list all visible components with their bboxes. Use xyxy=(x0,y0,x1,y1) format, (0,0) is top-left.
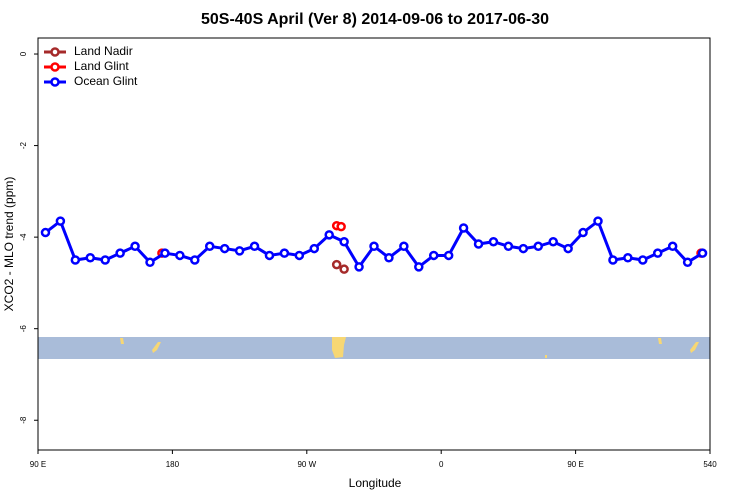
y-tick-label: -4 xyxy=(19,233,28,241)
x-tick-label: 90 E xyxy=(567,460,583,469)
data-point xyxy=(70,255,81,265)
data-point xyxy=(219,243,230,254)
data-point xyxy=(190,255,200,265)
y-tick-label: -6 xyxy=(19,325,28,333)
chart-title: 50S-40S April (Ver 8) 2014-09-06 to 2017… xyxy=(201,11,549,28)
data-point xyxy=(336,221,346,232)
data-point xyxy=(652,248,663,258)
data-point xyxy=(294,250,305,261)
data-point xyxy=(279,248,290,258)
data-point xyxy=(638,255,648,265)
legend-label: Land Glint xyxy=(74,59,129,73)
data-point xyxy=(593,216,603,226)
data-point xyxy=(100,255,110,265)
data-point xyxy=(55,216,66,226)
data-point xyxy=(175,250,185,261)
ocean-strip xyxy=(38,337,710,359)
data-point xyxy=(339,236,349,247)
data-point xyxy=(533,241,544,252)
plot-frame xyxy=(37,37,711,451)
legend-marker xyxy=(50,62,60,72)
legend-marker xyxy=(50,77,60,87)
data-point xyxy=(130,241,140,252)
x-tick-label: 180 xyxy=(166,460,180,469)
data-point xyxy=(115,248,125,258)
data-point xyxy=(608,255,618,265)
data-point xyxy=(458,223,469,233)
x-tick-label: 90 E xyxy=(30,460,46,469)
data-point xyxy=(384,252,394,263)
data-point xyxy=(339,264,349,274)
x-axis-label: Longitude xyxy=(349,476,402,490)
data-point xyxy=(40,227,51,238)
x-tick-label: 0 xyxy=(439,460,444,469)
y-tick-label: 0 xyxy=(19,51,28,56)
data-point xyxy=(667,241,678,252)
data-point xyxy=(145,257,155,268)
data-point xyxy=(443,250,454,261)
data-point xyxy=(160,248,170,258)
x-tick-label: 540 xyxy=(703,460,717,469)
data-point xyxy=(324,230,334,240)
data-point xyxy=(369,241,379,252)
data-point xyxy=(428,250,439,261)
y-tick-label: -8 xyxy=(19,416,28,424)
data-point xyxy=(414,262,424,272)
data-point xyxy=(264,250,275,261)
x-tick-label: 90 W xyxy=(297,460,316,469)
map-strip xyxy=(38,337,710,359)
y-axis-label: XCO2 - MLO trend (ppm) xyxy=(2,177,16,312)
data-point xyxy=(623,252,633,263)
data-point xyxy=(697,248,708,258)
data-point xyxy=(249,241,260,252)
data-point xyxy=(354,262,364,272)
data-point xyxy=(563,243,573,254)
data-point xyxy=(399,241,409,252)
data-point xyxy=(682,257,693,268)
legend-label: Land Nadir xyxy=(74,44,133,58)
data-point xyxy=(234,246,245,256)
data-point xyxy=(473,239,484,249)
data-point xyxy=(503,241,514,252)
data-point xyxy=(85,252,96,263)
legend-label: Ocean Glint xyxy=(74,74,138,88)
data-point xyxy=(518,243,529,254)
legend-marker xyxy=(50,47,60,57)
data-point xyxy=(488,236,499,247)
data-point xyxy=(548,236,558,247)
y-tick-label: -2 xyxy=(19,141,28,149)
data-point xyxy=(309,243,320,254)
data-point xyxy=(331,259,342,270)
data-point xyxy=(578,227,588,238)
data-point xyxy=(204,241,215,252)
